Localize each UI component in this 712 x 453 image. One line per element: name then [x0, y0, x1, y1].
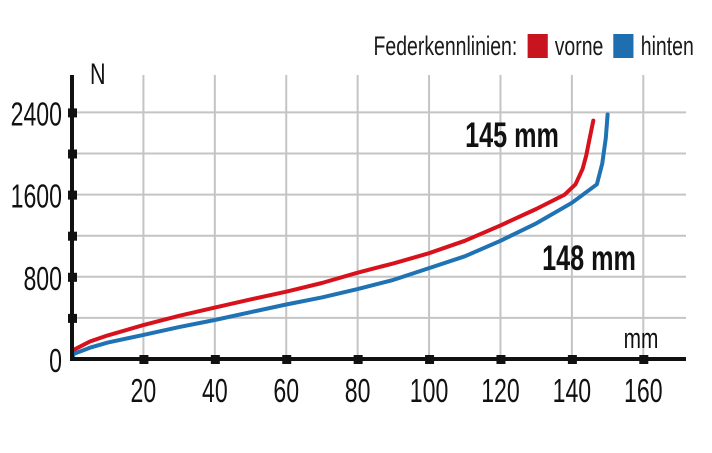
- x-tick-label: 160: [624, 373, 663, 410]
- x-tick-marker: [567, 355, 577, 364]
- x-tick-marker: [496, 355, 506, 364]
- y-tick-label: 1600: [11, 179, 62, 216]
- y-tick-label: 0: [49, 343, 62, 380]
- y-tick-marker: [68, 108, 77, 118]
- vorne-end-annotation: 145 mm: [465, 116, 559, 155]
- axes: [68, 75, 686, 364]
- hinten-end-annotation: 148 mm: [542, 239, 636, 278]
- x-tick-label: 120: [481, 373, 520, 410]
- legend-title: Federkennlinien:: [373, 30, 518, 61]
- x-tick-marker: [425, 355, 435, 364]
- y-tick-marker: [68, 272, 77, 282]
- legend: Federkennlinien: vorne hinten: [374, 26, 694, 66]
- y-axis-label: N: [90, 56, 106, 90]
- x-tick-label: 100: [410, 373, 449, 410]
- legend-label-vorne: vorne: [554, 30, 604, 61]
- series-line-vorne: [70, 118, 596, 361]
- x-axis-label: mm: [624, 323, 659, 355]
- data-series: [70, 112, 610, 361]
- legend-label-hinten: hinten: [641, 30, 694, 61]
- grid-lines: [72, 75, 686, 359]
- legend-swatch-vorne-icon: [527, 34, 548, 58]
- x-tick-marker: [282, 355, 292, 364]
- x-tick-marker: [210, 355, 220, 364]
- y-tick-marker: [68, 190, 77, 200]
- x-tick-label: 20: [131, 373, 157, 410]
- y-tick-marker: [68, 313, 77, 323]
- y-tick-label: 800: [23, 261, 62, 298]
- y-tick-marker: [68, 149, 77, 159]
- series-line-hinten: [70, 112, 610, 361]
- x-tick-marker: [139, 355, 149, 364]
- x-tick-label: 140: [553, 373, 592, 410]
- x-tick-marker: [353, 355, 363, 364]
- x-tick-marker: [639, 355, 649, 364]
- y-tick-label: 2400: [11, 96, 62, 133]
- y-tick-marker: [68, 231, 77, 241]
- x-tick-label: 60: [273, 373, 299, 410]
- x-tick-label: 80: [345, 373, 371, 410]
- legend-swatch-hinten-icon: [613, 34, 634, 58]
- x-tick-label: 40: [202, 373, 228, 410]
